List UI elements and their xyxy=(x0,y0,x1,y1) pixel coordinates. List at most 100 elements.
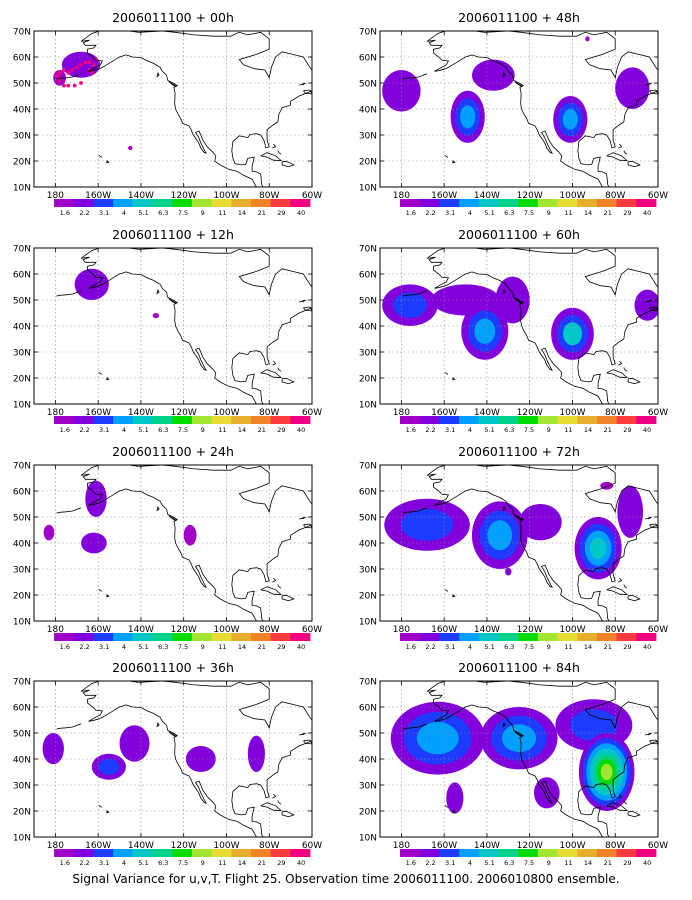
coastline-island xyxy=(277,150,282,155)
y-tick-label: 20N xyxy=(359,592,377,602)
colorbar-swatch xyxy=(419,416,440,424)
colorbar-swatch xyxy=(152,849,173,857)
y-tick-label: 20N xyxy=(13,808,31,818)
colorbar-label: 4 xyxy=(468,859,472,867)
coastline-island xyxy=(606,586,629,595)
panel-plot-area xyxy=(34,248,312,404)
colorbar-label: 4 xyxy=(122,426,126,434)
variance-blob xyxy=(505,567,512,576)
colorbar-label: 7.5 xyxy=(178,426,188,434)
observation-dot xyxy=(57,78,62,83)
coastline-island xyxy=(98,805,103,808)
coastline-island xyxy=(618,143,623,149)
coastline-north-america xyxy=(80,465,312,621)
x-tick-label: 120W xyxy=(517,841,543,851)
colorbar-swatch xyxy=(537,849,558,857)
colorbar-swatch xyxy=(616,416,637,424)
colorbar-swatch xyxy=(557,416,578,424)
coastline-north-america xyxy=(80,31,312,187)
colorbar-label: 3.1 xyxy=(445,426,455,434)
colorbar-label: 3.1 xyxy=(99,643,109,651)
colorbar-swatch xyxy=(191,199,212,207)
variance-blob xyxy=(119,725,150,762)
coastline-island xyxy=(514,515,523,522)
coastline-island xyxy=(272,360,277,366)
y-tick-label: 40N xyxy=(13,540,31,550)
colorbar-label: 9 xyxy=(547,209,551,217)
colorbar-label: 11 xyxy=(564,859,572,867)
colorbar-swatch xyxy=(172,199,193,207)
x-tick-label: 180 xyxy=(393,191,410,201)
colorbar-swatch xyxy=(290,416,311,424)
variance-contour-level-2 xyxy=(400,508,454,541)
colorbar-label: 9 xyxy=(201,859,205,867)
colorbar-label: 5.1 xyxy=(138,426,148,434)
map-panel-0h: 2006011100 + 00h 10N 20N 30N 40N 50N 60N 70N 180… xyxy=(13,10,322,217)
colorbar-label: 1.6 xyxy=(406,426,416,434)
variance-contour-level-0 xyxy=(43,524,55,541)
colorbar-label: 2.2 xyxy=(425,643,435,651)
colorbar-swatch xyxy=(73,199,94,207)
coastline-island xyxy=(649,739,658,745)
x-tick-label: 160W xyxy=(431,408,457,418)
variance-blob xyxy=(81,532,107,554)
y-tick-label: 30N xyxy=(13,782,31,792)
observation-dot xyxy=(57,70,62,75)
colorbar-label: 21 xyxy=(604,209,612,217)
variance-contour-level-1 xyxy=(519,504,562,541)
coastline-island xyxy=(168,81,177,88)
colorbar-swatch xyxy=(498,199,519,207)
coastline-aleutians xyxy=(56,73,82,80)
colorbar-swatch xyxy=(250,633,272,641)
variance-contour-level-1 xyxy=(119,725,150,762)
colorbar-swatch xyxy=(132,416,153,424)
colorbar: 1.6 2.2 3.1 4 5.1 6.3 7.5 9 11 14 21 29 40 xyxy=(54,416,311,434)
observation-dot xyxy=(70,68,75,72)
coastline-island xyxy=(627,594,641,602)
colorbar: 1.6 2.2 3.1 4 5.1 6.3 7.5 9 11 14 21 29 40 xyxy=(400,633,657,651)
x-tick-label: 80W xyxy=(605,191,625,201)
colorbar-label: 21 xyxy=(258,209,266,217)
x-tick-label: 180 xyxy=(393,625,410,635)
observation-dot xyxy=(62,68,66,72)
coastline-island xyxy=(444,805,449,808)
coastline-island xyxy=(627,160,641,168)
colorbar-label: 40 xyxy=(297,643,305,651)
colorbar-label: 3.1 xyxy=(445,209,455,217)
y-tick-label: 10N xyxy=(359,184,377,194)
colorbar-swatch xyxy=(557,633,578,641)
coastline-island xyxy=(645,299,652,303)
colorbar-swatch xyxy=(132,849,153,857)
y-tick-label: 30N xyxy=(13,132,31,142)
colorbar-swatch xyxy=(596,199,618,207)
y-tick-label: 40N xyxy=(13,323,31,333)
coastline-island xyxy=(299,516,306,520)
y-tick-label: 60N xyxy=(359,704,377,714)
colorbar-swatch xyxy=(290,199,311,207)
y-tick-label: 70N xyxy=(359,245,377,255)
coastline-island xyxy=(502,722,506,728)
colorbar-label: 2.2 xyxy=(425,426,435,434)
coastline-island xyxy=(444,372,449,375)
coastline-island xyxy=(618,793,623,799)
colorbar-swatch xyxy=(93,199,114,207)
colorbar-swatch xyxy=(73,416,94,424)
colorbar-label: 40 xyxy=(643,209,651,217)
observation-dot xyxy=(94,57,98,62)
coastline-island xyxy=(303,739,312,745)
y-tick-label: 60N xyxy=(359,488,377,498)
panel-plot-area xyxy=(380,31,658,187)
coastline-island xyxy=(623,800,628,805)
colorbar-swatch xyxy=(478,849,499,857)
x-tick-label: 160W xyxy=(431,191,457,201)
x-tick-label: 120W xyxy=(517,625,543,635)
y-tick-label: 70N xyxy=(359,462,377,472)
colorbar-swatch xyxy=(577,199,598,207)
coastline-aleutians xyxy=(56,507,82,514)
variance-blob xyxy=(382,284,438,327)
x-tick-label: 60W xyxy=(302,841,322,851)
colorbar-label: 29 xyxy=(623,643,631,651)
observation-dot xyxy=(91,62,96,67)
colorbar-swatch xyxy=(152,416,173,424)
y-tick-label: 10N xyxy=(13,401,31,411)
